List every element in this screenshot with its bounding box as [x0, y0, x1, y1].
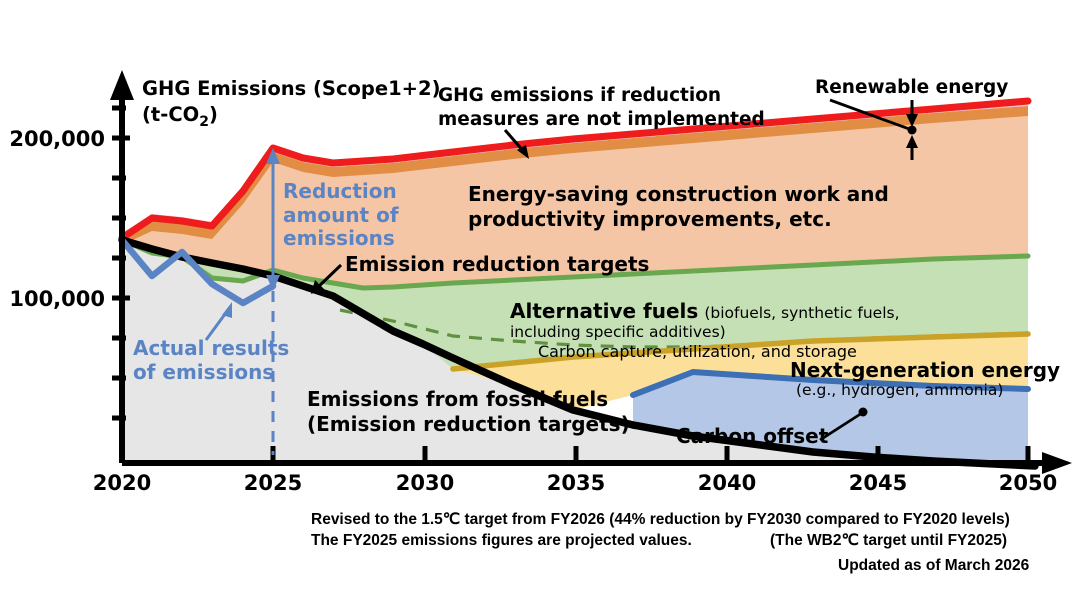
x-tick-label-2025: 2025 [244, 471, 302, 495]
x-tick-marks [270, 446, 1031, 466]
arrowhead-reduction-down [266, 275, 280, 291]
arrowhead-reduction-up [266, 148, 280, 164]
y-axis-arrow [110, 70, 134, 100]
line-no-reduction [118, 97, 1032, 242]
x-tick-label-2020: 2020 [93, 471, 151, 495]
annotation-reduction-line3: emissions [283, 226, 395, 250]
band-orange [122, 106, 1028, 245]
chart-areas [122, 106, 1028, 463]
arrowhead-actual-results [222, 302, 232, 318]
y-axis-title-line2: (t-CO2) [142, 103, 218, 130]
annotation-actual-results-line2: of emissions [133, 360, 274, 384]
leader-renewable-energy [829, 98, 913, 132]
leader-dot-carbon-offset [858, 407, 868, 417]
area-energy-saving [122, 106, 1028, 288]
annotation-fossil-fuels-line2: (Emission reduction targets) [307, 412, 630, 436]
annotation-energy-saving-line2: productivity improvements, etc. [468, 207, 832, 231]
footnotes: Revised to the 1.5℃ target from FY2026 (… [311, 511, 1030, 574]
annotation-actual-results-line1: Actual results [133, 336, 289, 360]
annotation-renewable-energy: Renewable energy [815, 77, 1008, 98]
arrowhead-renewable-down [906, 114, 918, 127]
line-carbon-offset-top [630, 369, 1031, 398]
annotation-emission-reduction-targets: Emission reduction targets [345, 252, 649, 276]
annotation-fossil-fuels-line1: Emissions from fossil fuels [307, 387, 608, 411]
footnote-line2: The FY2025 emissions figures are project… [311, 532, 692, 549]
annotation-no-reduction-line2: measures are not implemented [438, 109, 765, 130]
y-tick-label-200000: 200,000 [9, 127, 105, 151]
x-tick-label-2045: 2045 [849, 471, 907, 495]
annotation-alternative-fuels-line2: including specific additives) [510, 323, 726, 341]
annotations: GHG emissions if reduction measures are … [133, 77, 1060, 455]
annotation-carbon-offset: Carbon offset [676, 424, 829, 448]
y-axis-title-line1: GHG Emissions (Scope1+2) [142, 77, 441, 100]
line-actual-results [118, 236, 277, 307]
arrowhead-no-reduction [517, 145, 529, 159]
axis-labels: GHG Emissions (Scope1+2) (t-CO2) 200,000… [9, 77, 1057, 495]
leader-dot-renewable [907, 125, 917, 135]
annotation-alternative-fuels: Alternative fuels (biofuels, synthetic fu… [510, 299, 900, 323]
annotation-reduction-line2: amount of [283, 203, 399, 227]
annotation-no-reduction-line1: GHG emissions if reduction [438, 85, 721, 106]
x-axis-arrow [1042, 452, 1072, 474]
axes [110, 70, 1072, 474]
annotation-energy-saving-line1: Energy-saving construction work and [468, 182, 889, 206]
arrowhead-renewable-up [906, 135, 918, 148]
line-alternative-fuels-top [119, 237, 1031, 291]
x-tick-label-2030: 2030 [396, 471, 454, 495]
area-alternative-fuels [122, 240, 1028, 369]
footnote-line1: Revised to the 1.5℃ target from FY2026 (… [311, 511, 1010, 528]
x-tick-label-2035: 2035 [547, 471, 605, 495]
chart-lines [118, 97, 1039, 470]
footnote-line2b: (The WB2℃ target until FY2025) [770, 532, 1007, 549]
annotation-next-gen-line2: (e.g., hydrogen, ammonia) [796, 381, 1003, 399]
line-emission-reduction-targets [118, 236, 1039, 470]
line-next-gen-top [450, 331, 1031, 372]
leader-carbon-offset [819, 411, 863, 442]
arrow-emission-reduction [315, 263, 343, 290]
area-fossil-fuels [122, 240, 1028, 463]
footnote-line3: Updated as of March 2026 [838, 557, 1030, 574]
y-tick-label-100000: 100,000 [9, 287, 105, 311]
x-tick-label-2040: 2040 [698, 471, 756, 495]
x-tick-label-2050: 2050 [999, 471, 1057, 495]
annotation-reduction-line1: Reduction [283, 179, 397, 203]
arrowhead-emission-reduction [311, 280, 324, 294]
annotation-next-gen: Next-generation energy [790, 358, 1060, 382]
area-next-generation-energy [453, 334, 1028, 410]
y-tick-marks [112, 105, 130, 421]
annotation-ccus: Carbon capture, utilization, and storage [538, 342, 857, 361]
